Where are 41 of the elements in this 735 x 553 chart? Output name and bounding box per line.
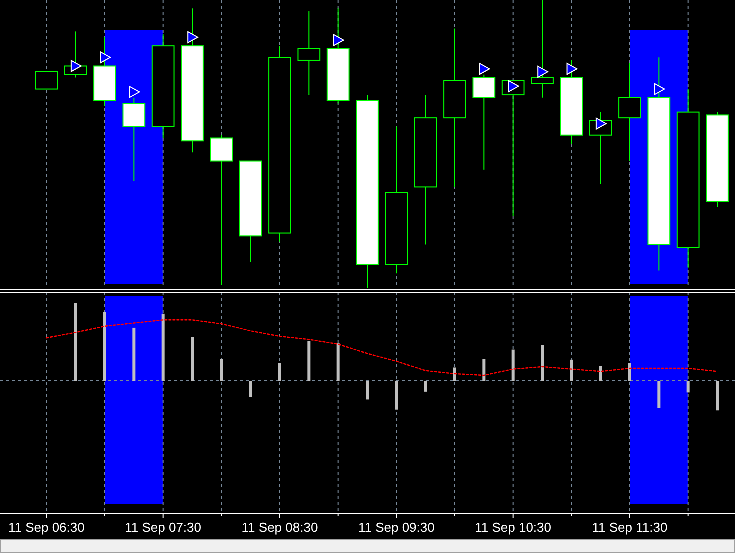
- bar: [686, 381, 690, 393]
- bar: [628, 363, 632, 381]
- candlestick: [298, 11, 321, 96]
- bar: [162, 314, 165, 381]
- point: [538, 66, 548, 78]
- bar: [308, 341, 311, 381]
- bar: [541, 345, 544, 381]
- point: [100, 52, 111, 64]
- candlestick: [531, 0, 554, 98]
- point: [188, 31, 198, 44]
- bar: [132, 328, 136, 381]
- x-tick-label: 11 Sep 06:30: [8, 520, 85, 535]
- bar: [278, 363, 282, 381]
- x-tick-label: 11 Sep 08:30: [242, 520, 318, 535]
- point: [654, 83, 666, 96]
- point: [333, 34, 344, 46]
- point: [479, 63, 490, 76]
- bar: [658, 381, 661, 408]
- bar: [104, 312, 106, 381]
- bar: [220, 359, 224, 381]
- bar: [191, 337, 194, 381]
- point: [566, 63, 578, 76]
- bar: [599, 366, 602, 381]
- point: [70, 60, 82, 72]
- bar: [336, 344, 340, 381]
- bar: [424, 381, 428, 392]
- bar: [366, 381, 369, 400]
- bar: [249, 381, 252, 398]
- x-tick-label: 11 Sep 10:30: [475, 520, 552, 535]
- bar: [482, 359, 486, 381]
- bar: [74, 303, 78, 381]
- x-tick-label: 11 Sep 09:30: [358, 520, 435, 535]
- bar: [512, 350, 515, 381]
- candlestick: [35, 72, 58, 90]
- point: [129, 86, 140, 98]
- x-tick-label: 11 Sep 07:30: [125, 520, 202, 535]
- x-tick-label: 11 Sep 11:30: [592, 520, 668, 535]
- bar: [570, 360, 574, 381]
- bar: [454, 368, 456, 381]
- bar: [395, 381, 398, 410]
- bar: [716, 381, 719, 411]
